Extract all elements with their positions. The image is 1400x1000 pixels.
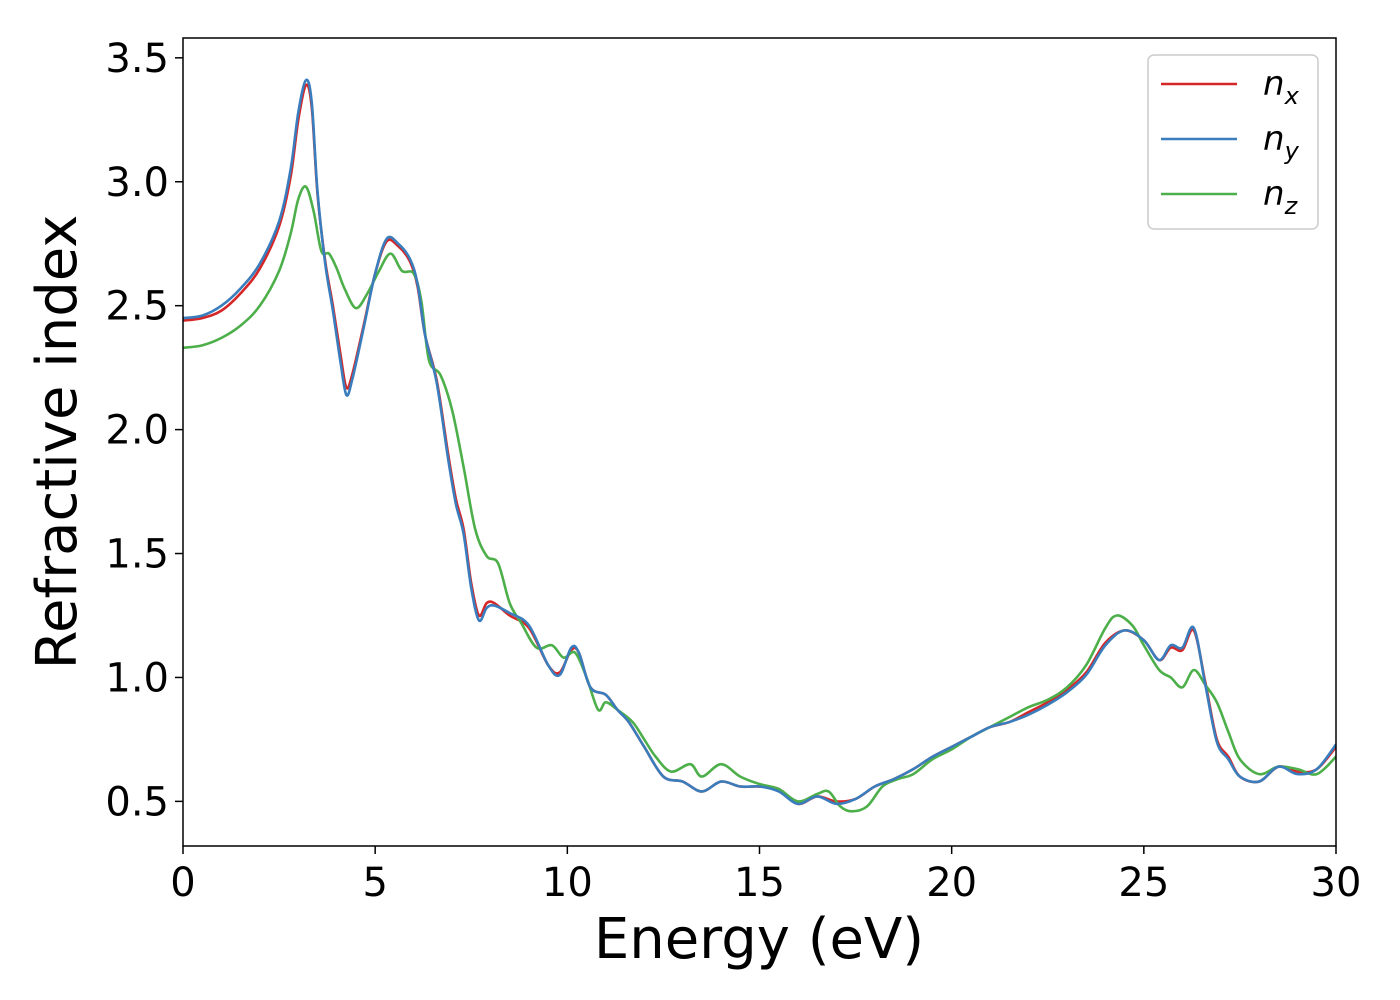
legend-label-n-z: nz	[1263, 174, 1299, 220]
y-tick-label: 0.5	[105, 779, 169, 825]
x-axis-ticks: 0 5 10 15 20 25 30	[170, 846, 1361, 906]
x-tick-label: 30	[1311, 860, 1362, 906]
x-tick-label: 10	[542, 860, 593, 906]
y-tick-label: 2.0	[105, 408, 169, 454]
x-tick-label: 0	[170, 860, 195, 906]
x-tick-label: 20	[926, 860, 977, 906]
y-tick-label: 2.5	[105, 284, 169, 330]
legend-box	[1147, 54, 1319, 230]
x-tick-label: 25	[1118, 860, 1169, 906]
y-tick-label: 3.0	[105, 160, 169, 206]
legend: nx ny nz	[1147, 54, 1319, 230]
y-axis-label: Refractive index	[25, 215, 90, 670]
x-tick-label: 15	[734, 860, 785, 906]
legend-label-n-x: nx	[1263, 64, 1300, 110]
x-tick-label: 5	[362, 860, 387, 906]
series-line-n-z	[183, 185, 1336, 813]
series-group	[183, 78, 1336, 813]
series-line-n-y	[183, 78, 1336, 806]
y-tick-label: 1.5	[105, 532, 169, 578]
y-axis-ticks: 0.5 1.0 1.5 2.0 2.5 3.0 3.5	[105, 36, 183, 825]
y-tick-label: 3.5	[105, 36, 169, 82]
y-tick-label: 1.0	[105, 655, 169, 701]
legend-label-n-y: ny	[1263, 119, 1300, 165]
x-axis-label: Energy (eV)	[594, 907, 924, 972]
